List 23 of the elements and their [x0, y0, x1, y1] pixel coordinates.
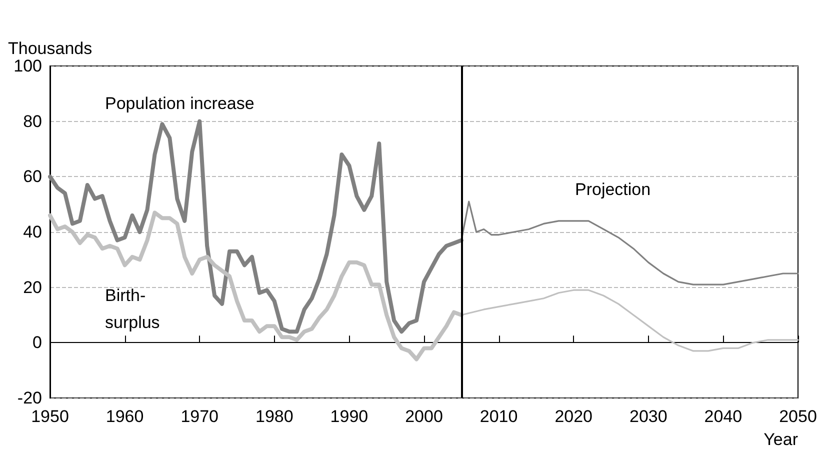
x-axis-title: Year [764, 430, 798, 449]
x-tick-label: 1980 [255, 407, 294, 426]
x-tick-label: 1960 [106, 407, 144, 426]
annotation: Projection [575, 180, 651, 199]
x-tick-label: 1990 [330, 407, 368, 426]
annotation: Birth- surplus [105, 286, 160, 332]
x-tick-label: 2030 [629, 407, 668, 426]
y-tick-label: 40 [23, 222, 42, 242]
x-tick-label: 1950 [31, 407, 69, 426]
x-tick-label: 2000 [405, 407, 443, 426]
y-tick-label: 100 [14, 56, 42, 76]
x-tick-label: 1970 [180, 407, 219, 426]
y-tick-label: -20 [17, 388, 42, 408]
y-tick-label: 20 [23, 278, 42, 297]
y-tick-label: 80 [23, 112, 42, 131]
x-tick-label: 2020 [554, 407, 593, 426]
annotation: Population increase [105, 94, 254, 113]
y-tick-label: 0 [32, 333, 42, 352]
y-axis-title: Thousands [8, 39, 92, 58]
x-tick-label: 2050 [779, 407, 817, 426]
y-tick-label: 60 [23, 167, 42, 186]
x-tick-label: 2040 [704, 407, 742, 426]
x-tick-label: 2010 [480, 407, 518, 426]
